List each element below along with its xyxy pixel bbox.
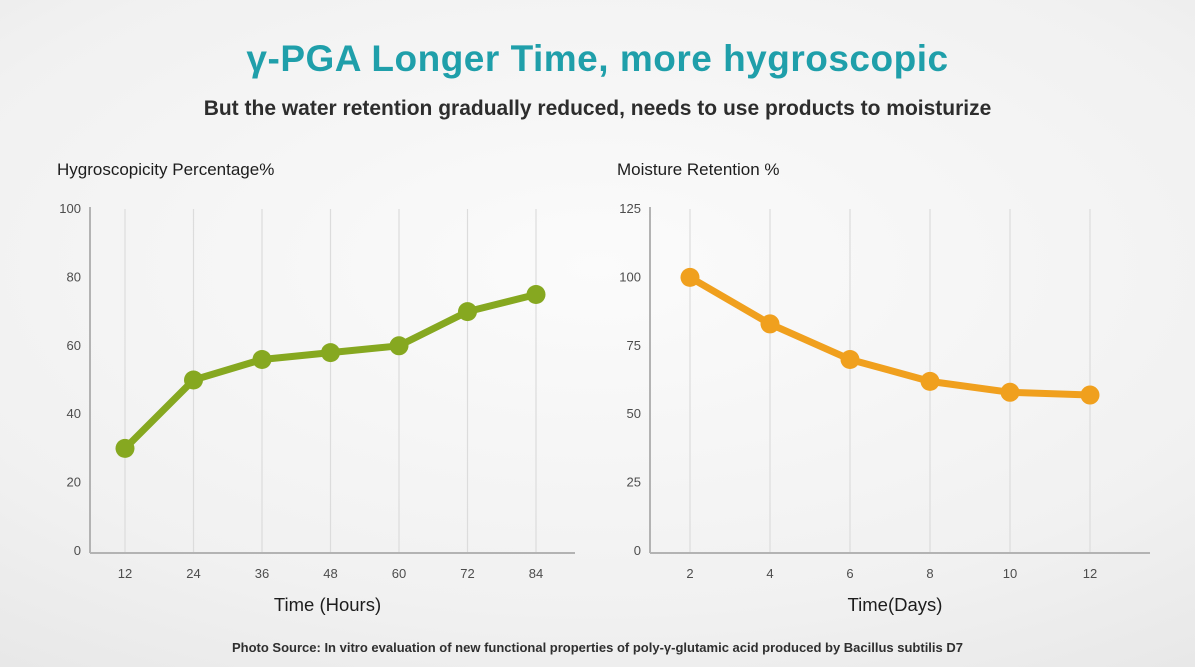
x-tick-label: 24 <box>186 566 200 581</box>
y-tick-label: 60 <box>67 338 81 353</box>
footer-source-text: Photo Source: In vitro evaluation of new… <box>232 640 963 655</box>
y-tick-label: 125 <box>619 201 641 216</box>
data-point-marker <box>1000 382 1020 402</box>
moisture-retention-chart-title: Moisture Retention % <box>617 160 780 179</box>
y-tick-label: 100 <box>619 269 641 284</box>
page-title: γ-PGA Longer Time, more hygroscopic <box>246 38 949 79</box>
hygroscopicity-chart-title: Hygroscopicity Percentage% <box>57 160 275 179</box>
data-point-marker <box>115 438 135 458</box>
y-tick-label: 25 <box>627 475 641 490</box>
data-point-marker <box>526 285 546 304</box>
y-tick-label: 50 <box>627 406 641 421</box>
data-point-marker <box>1080 385 1100 405</box>
x-tick-label: 84 <box>529 566 543 581</box>
series-line <box>686 273 1094 399</box>
data-point-marker <box>389 336 409 356</box>
data-point-marker <box>680 267 700 287</box>
moisture-retention-x-axis-label: Time(Days) <box>847 594 943 615</box>
x-tick-label: 6 <box>846 566 853 581</box>
data-point-marker <box>252 349 272 369</box>
x-tick-label: 12 <box>1083 566 1097 581</box>
x-tick-label: 48 <box>323 566 337 581</box>
x-tick-label: 72 <box>460 566 474 581</box>
y-tick-label: 20 <box>67 475 81 490</box>
x-tick-label: 4 <box>766 566 773 581</box>
x-tick-label: 60 <box>392 566 406 581</box>
data-point-marker <box>840 349 860 369</box>
y-tick-label: 0 <box>634 543 641 558</box>
x-tick-label: 10 <box>1003 566 1017 581</box>
y-tick-label: 100 <box>59 201 81 216</box>
y-tick-label: 75 <box>627 338 641 353</box>
hygroscopicity-x-axis-label: Time (Hours) <box>273 594 382 615</box>
x-tick-label: 8 <box>926 566 933 581</box>
data-point-marker <box>321 343 340 363</box>
data-point-marker <box>920 371 940 391</box>
y-tick-label: 40 <box>67 406 81 421</box>
moisture-retention-line-chart-svg: 0 25 50 75 100 125 2 4 6 8 10 12 <box>619 201 1150 581</box>
y-tick-label: 0 <box>74 543 81 558</box>
x-tick-label: 36 <box>255 566 269 581</box>
data-point-marker <box>760 314 780 334</box>
data-point-marker <box>458 302 477 322</box>
y-tick-label: 80 <box>67 269 81 284</box>
x-tick-label: 12 <box>118 566 132 581</box>
data-point-marker <box>184 370 203 390</box>
hygroscopicity-chart: Hygroscopicity Percentage% 0 20 40 60 80 100 1… <box>50 160 595 616</box>
hygroscopicity-line-chart-svg: 0 20 40 60 80 100 12 24 36 48 60 72 84 <box>59 201 575 581</box>
x-tick-label: 2 <box>686 566 693 581</box>
moisture-retention-chart: Moisture Retention % 0 25 50 75 100 125 2 4 6 8 10… <box>610 160 1160 616</box>
page-subtitle: But the water retention gradually reduce… <box>203 97 992 120</box>
